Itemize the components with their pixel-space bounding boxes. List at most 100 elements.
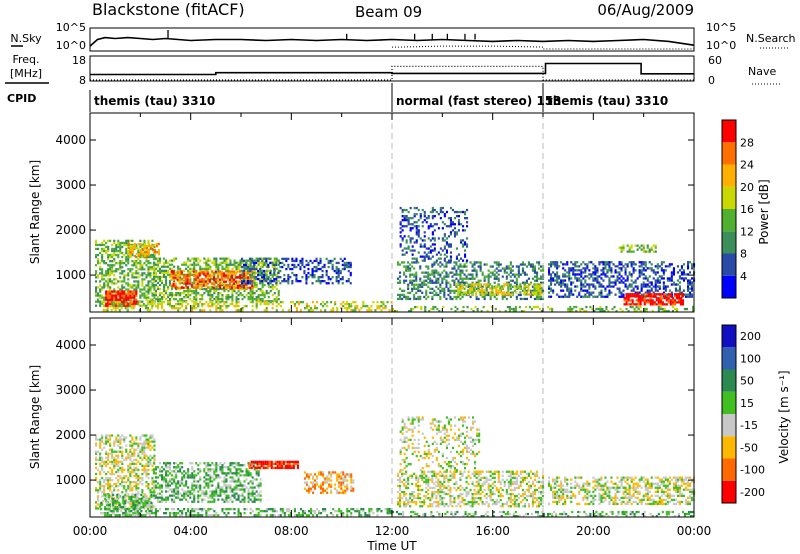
data-cell xyxy=(475,261,478,264)
data-cell xyxy=(131,487,134,490)
data-cell xyxy=(142,501,145,505)
data-cell xyxy=(630,275,633,278)
data-cell xyxy=(423,213,426,216)
data-cell xyxy=(405,225,408,228)
data-cell xyxy=(149,434,152,437)
data-cell xyxy=(525,293,528,296)
data-cell xyxy=(320,303,323,306)
data-cell xyxy=(261,261,264,264)
data-cell xyxy=(271,273,274,276)
data-cell xyxy=(661,297,664,300)
data-cell xyxy=(95,276,98,279)
data-cell xyxy=(255,259,258,262)
data-cell xyxy=(319,282,322,285)
data-cell xyxy=(568,289,571,292)
data-cell xyxy=(610,281,613,284)
data-cell xyxy=(312,309,315,312)
data-cell xyxy=(208,276,211,279)
data-cell xyxy=(401,289,404,292)
data-cell xyxy=(108,305,111,308)
data-cell xyxy=(137,268,140,271)
data-cell xyxy=(592,279,595,282)
colorbar-tick-label: 28 xyxy=(740,136,754,149)
data-cell xyxy=(627,297,630,300)
data-cell xyxy=(608,277,611,280)
data-cell xyxy=(681,303,684,306)
data-cell xyxy=(150,493,153,497)
data-cell xyxy=(134,497,137,501)
data-cell xyxy=(105,483,108,486)
data-cell xyxy=(569,305,572,309)
data-cell xyxy=(141,300,144,303)
data-cell xyxy=(634,263,637,266)
data-cell xyxy=(447,289,450,292)
data-cell xyxy=(163,309,166,312)
data-cell xyxy=(465,281,468,284)
data-cell xyxy=(137,276,140,279)
data-cell xyxy=(523,271,526,274)
data-cell xyxy=(163,285,166,289)
data-cell xyxy=(154,466,157,469)
data-cell xyxy=(225,294,228,297)
data-cell xyxy=(668,263,671,266)
data-cell xyxy=(125,251,128,255)
data-cell xyxy=(564,275,567,278)
data-cell xyxy=(409,297,412,301)
data-cell xyxy=(598,285,601,288)
data-cell xyxy=(413,241,416,244)
data-cell xyxy=(439,257,442,260)
data-cell xyxy=(580,263,583,266)
data-cell xyxy=(135,260,138,263)
data-cell xyxy=(147,464,150,468)
data-cell xyxy=(441,227,444,230)
data-cell xyxy=(135,286,138,289)
data-cell xyxy=(527,261,530,264)
data-cell xyxy=(596,267,599,270)
data-cell xyxy=(127,468,130,472)
data-cell xyxy=(684,273,687,276)
data-cell xyxy=(233,259,236,262)
data-cell xyxy=(449,259,452,262)
data-cell xyxy=(397,297,400,301)
data-cell xyxy=(265,257,268,260)
data-cell xyxy=(445,271,448,274)
data-cell xyxy=(235,303,238,306)
data-cell xyxy=(659,305,662,309)
data-cell xyxy=(131,462,134,465)
data-cell xyxy=(161,279,164,283)
data-cell xyxy=(119,298,122,301)
data-cell xyxy=(131,444,134,447)
data-cell xyxy=(433,289,436,292)
data-cell xyxy=(167,294,170,297)
data-cell xyxy=(97,294,100,297)
data-cell xyxy=(574,273,577,276)
data-cell xyxy=(245,294,248,297)
data-cell xyxy=(117,454,120,457)
data-cell xyxy=(656,289,659,292)
data-cell xyxy=(173,307,176,310)
data-cell xyxy=(578,273,581,276)
data-cell xyxy=(146,506,149,509)
data-cell xyxy=(97,499,100,502)
data-cell xyxy=(676,289,679,292)
data-cell xyxy=(493,275,496,278)
data-cell xyxy=(672,267,675,270)
data-cell xyxy=(139,448,142,451)
data-cell xyxy=(594,271,597,274)
data-cell xyxy=(326,301,329,304)
data-cell xyxy=(190,284,193,287)
data-cell xyxy=(265,301,268,304)
data-cell xyxy=(151,247,154,251)
data-cell xyxy=(628,283,631,286)
data-cell xyxy=(425,217,428,220)
data-cell xyxy=(169,267,172,270)
data-cell xyxy=(131,454,134,457)
data-cell xyxy=(237,270,240,273)
data-cell xyxy=(433,243,436,246)
data-cell xyxy=(140,499,143,503)
data-cell xyxy=(249,275,252,279)
data-cell xyxy=(113,290,116,293)
data-cell xyxy=(638,265,641,268)
data-cell xyxy=(267,296,270,299)
data-cell xyxy=(475,271,478,274)
